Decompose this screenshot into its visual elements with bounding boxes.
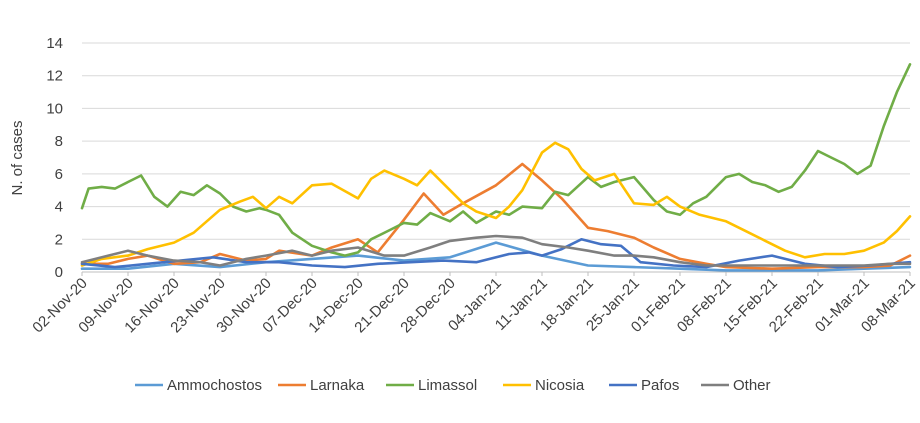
y-tick-label: 14 (46, 35, 63, 52)
legend: Ammochostos Larnaka Limassol Nicosia Pafos Ot… (135, 377, 771, 394)
series-line-limassol (80, 63, 912, 257)
legend-label: Larnaka (310, 377, 365, 394)
series-line-ammochostos (80, 241, 912, 272)
legend-label: Limassol (418, 377, 477, 394)
y-tick-label: 2 (55, 231, 63, 248)
series-lines (80, 63, 912, 272)
legend-item-pafos: Pafos (609, 377, 679, 394)
y-tick-label: 4 (55, 199, 63, 216)
y-axis-ticks: 0 2 4 6 8 10 12 14 (46, 35, 63, 281)
y-axis-title: N. of cases (9, 120, 26, 195)
legend-item-limassol: Limassol (386, 377, 477, 394)
y-tick-label: 8 (55, 133, 63, 150)
legend-item-larnaka: Larnaka (278, 377, 365, 394)
legend-item-other: Other (701, 377, 771, 394)
legend-item-ammochostos: Ammochostos (135, 377, 262, 394)
x-axis-ticks: 02-Nov-2009-Nov-2016-Nov-2023-Nov-2030-N… (29, 272, 919, 336)
gridlines (82, 42, 910, 273)
legend-item-nicosia: Nicosia (503, 377, 585, 394)
y-tick-label: 12 (46, 68, 63, 85)
legend-label: Pafos (641, 377, 679, 394)
y-tick-label: 6 (55, 166, 63, 183)
y-tick-label: 0 (55, 264, 63, 281)
y-tick-label: 10 (46, 100, 63, 117)
legend-label: Ammochostos (167, 377, 262, 394)
series-line-nicosia (80, 141, 912, 267)
series-line-other (80, 234, 912, 267)
legend-label: Nicosia (535, 377, 585, 394)
legend-label: Other (733, 377, 771, 394)
